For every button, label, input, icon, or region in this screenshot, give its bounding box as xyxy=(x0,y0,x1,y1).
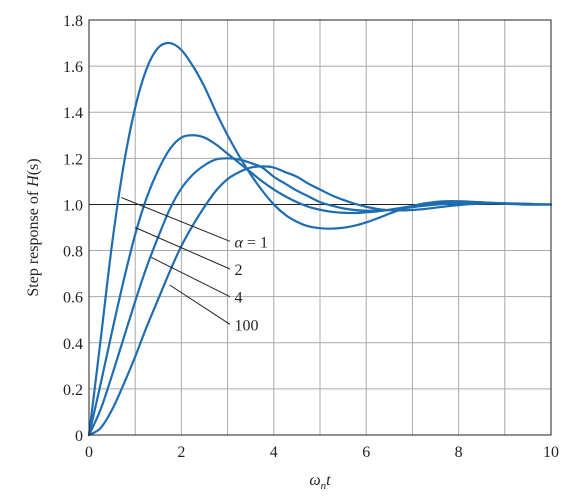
y-tick-label: 1.8 xyxy=(63,13,83,30)
annotation-label: 2 xyxy=(235,262,243,279)
annotation-value: 2 xyxy=(235,262,243,279)
y-tick-label: 1.4 xyxy=(63,105,83,122)
x-tick-label: 2 xyxy=(177,444,185,461)
series-line-4 xyxy=(87,165,553,437)
x-axis-label: ωnt xyxy=(309,472,331,492)
x-axis-label-main: ω xyxy=(309,472,320,489)
annotation-label: 100 xyxy=(235,317,259,334)
y-tick-labels: 0 0.2 0.4 0.6 0.8 1.0 1.2 1.4 1.6 1.8 xyxy=(63,13,83,445)
annotation-alpha: α xyxy=(235,234,244,251)
annotation-leader-line xyxy=(121,197,231,242)
y-tick-label: 0.2 xyxy=(63,382,83,399)
x-tick-labels: 0 2 4 6 8 10 xyxy=(85,444,559,461)
y-tick-label: 0.6 xyxy=(63,290,83,307)
y-tick-label: 0.8 xyxy=(63,244,83,261)
y-axis-label-main: Step response of xyxy=(25,187,42,297)
y-tick-label: 1.6 xyxy=(63,59,83,76)
x-tick-label: 8 xyxy=(455,444,463,461)
annotation-value: = 1 xyxy=(243,234,268,251)
y-axis-label-tail: (s) xyxy=(25,158,42,175)
y-tick-label: 0 xyxy=(75,428,83,445)
y-axis-label-italic: H xyxy=(25,174,42,188)
x-tick-label: 6 xyxy=(362,444,370,461)
annotation-label: α = 1 xyxy=(235,234,268,251)
annotation-value: 100 xyxy=(235,317,259,334)
y-tick-label: 1.2 xyxy=(63,151,83,168)
series-line-3 xyxy=(87,157,553,437)
y-tick-label: 0.4 xyxy=(63,336,83,353)
y-tick-label: 1.0 xyxy=(63,197,83,214)
annotation-value: 4 xyxy=(235,290,243,307)
x-axis-label-tail: t xyxy=(326,472,331,489)
x-tick-label: 10 xyxy=(543,444,559,461)
y-axis-label: Step response of H(s) xyxy=(25,158,42,296)
annotation-leader-line xyxy=(134,227,231,270)
x-tick-label: 4 xyxy=(270,444,278,461)
annotation-leader-line xyxy=(151,257,231,298)
annotation-label: 4 xyxy=(235,290,243,307)
plot-frame xyxy=(88,19,552,436)
series-group xyxy=(87,41,553,437)
x-tick-label: 0 xyxy=(85,444,93,461)
x-axis-label-sub: n xyxy=(321,480,327,492)
annotation-leader-line xyxy=(169,284,231,325)
